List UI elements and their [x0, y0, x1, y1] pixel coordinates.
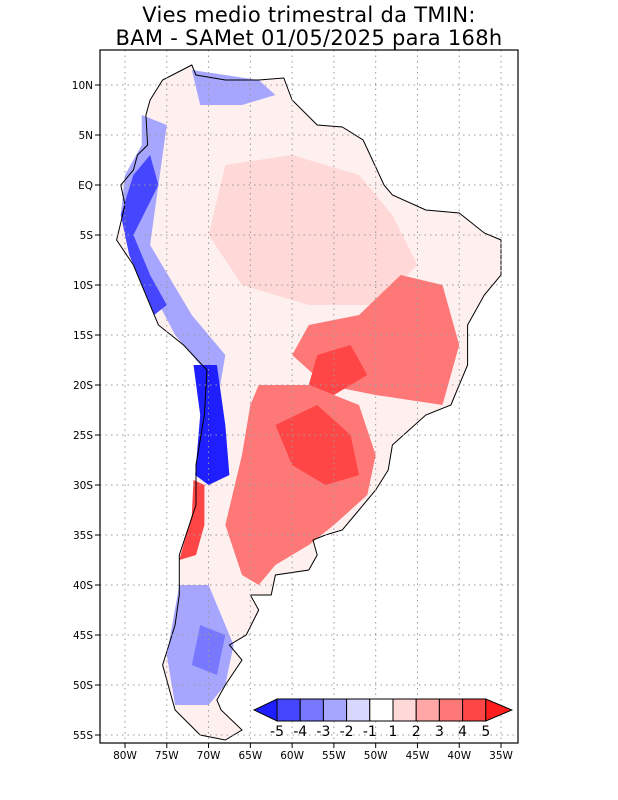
colorbar-label: 4 [458, 724, 467, 740]
colorbar-segment [346, 698, 371, 722]
lat-label: EQ [78, 180, 93, 192]
lat-label: 15S [73, 330, 93, 342]
lon-label: 70W [197, 750, 221, 762]
colorbar-label: -2 [340, 724, 354, 740]
lon-label: 60W [280, 750, 304, 762]
colorbar-label: 3 [435, 724, 444, 740]
lat-label: 5S [80, 230, 94, 242]
lat-label: 10N [72, 80, 93, 92]
map-frame [99, 49, 519, 744]
lon-label: 65W [238, 750, 262, 762]
colorbar-segment [462, 698, 487, 722]
bias-patch [191, 70, 276, 105]
lat-label: 25S [73, 430, 93, 442]
map-title-line1: Vies medio trimestral da TMIN: [142, 3, 476, 27]
bias-patch [179, 480, 205, 560]
colorbar-label: -3 [316, 724, 330, 740]
colorbar-label: 1 [389, 724, 398, 740]
colorbar-arrow-high [485, 698, 514, 722]
colorbar-segment [369, 698, 394, 722]
lon-label: 55W [322, 750, 346, 762]
colorbar-segment [276, 698, 301, 722]
lat-label: 45S [73, 630, 93, 642]
colorbar-label: 2 [412, 724, 421, 740]
colorbar: -5 -4 -3 -2 -1 1 2 3 4 5 [252, 698, 514, 740]
lat-label: 35S [73, 530, 93, 542]
bias-field [116, 64, 502, 741]
colorbar-label: -1 [363, 724, 377, 740]
colorbar-label: -4 [293, 724, 307, 740]
map-title-line2: BAM - SAMet 01/05/2025 para 168h [115, 26, 503, 50]
colorbar-segment [392, 698, 417, 722]
bias-patch [193, 365, 230, 485]
gridlines [100, 50, 518, 743]
lat-label: 5N [78, 130, 93, 142]
colorbar-segment [415, 698, 440, 722]
bias-patch [308, 345, 368, 395]
bias-patch [275, 405, 359, 485]
colorbar-label: -5 [270, 724, 284, 740]
colorbar-label: 5 [481, 724, 490, 740]
lon-label: 45W [406, 750, 430, 762]
colorbar-segment [299, 698, 324, 722]
lat-label: 55S [73, 730, 93, 742]
colorbar-arrow-low [252, 698, 278, 722]
lon-label: 40W [447, 750, 471, 762]
lat-label: 40S [73, 580, 93, 592]
bias-patch [208, 155, 418, 305]
lon-label: 80W [113, 750, 137, 762]
lon-label: 75W [155, 750, 179, 762]
colorbar-segment [438, 698, 464, 722]
lat-label: 10S [73, 280, 93, 292]
lon-label: 35W [489, 750, 513, 762]
lon-label: 50W [364, 750, 388, 762]
axis-ticks: 80W 75W 70W 65W 60W 55W 50W 45W 40W 35W 10N 5N EQ 5S 1… [72, 80, 514, 762]
lat-label: 20S [73, 380, 93, 392]
lat-label: 50S [73, 680, 93, 692]
lat-label: 30S [73, 480, 93, 492]
bias-patch [120, 155, 167, 315]
colorbar-segment [322, 698, 348, 722]
